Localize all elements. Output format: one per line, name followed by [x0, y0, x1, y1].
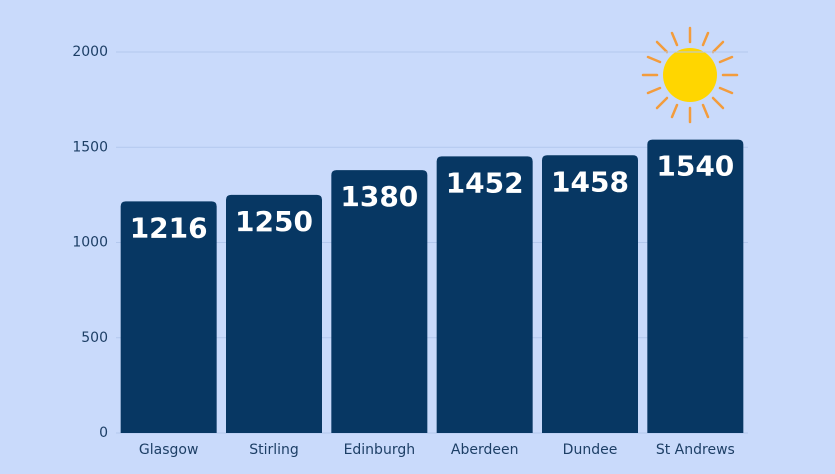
y-tick-label: 500: [81, 330, 108, 346]
value-label: 1540: [656, 150, 734, 183]
x-tick-label: Dundee: [563, 442, 618, 458]
y-tick-label: 2000: [72, 44, 108, 60]
x-tick-label: St Andrews: [656, 442, 735, 458]
x-tick-label: Stirling: [249, 442, 299, 458]
y-tick-label: 0: [99, 425, 108, 441]
x-tick-label: Glasgow: [139, 442, 199, 458]
value-label: 1458: [551, 165, 629, 198]
y-tick-label: 1500: [72, 139, 108, 155]
value-label: 1216: [130, 211, 208, 244]
x-tick-label: Edinburgh: [344, 442, 416, 458]
value-label: 1250: [235, 205, 313, 238]
x-tick-label: Aberdeen: [451, 442, 519, 458]
y-tick-label: 1000: [72, 235, 108, 251]
bar: [120, 201, 217, 433]
bar: [647, 139, 744, 433]
value-label: 1452: [446, 166, 524, 199]
bar: [542, 155, 638, 433]
sun-icon: [641, 26, 739, 124]
bar: [226, 194, 322, 433]
bar: [331, 170, 428, 434]
value-label: 1380: [340, 180, 418, 213]
bar: [436, 156, 533, 434]
